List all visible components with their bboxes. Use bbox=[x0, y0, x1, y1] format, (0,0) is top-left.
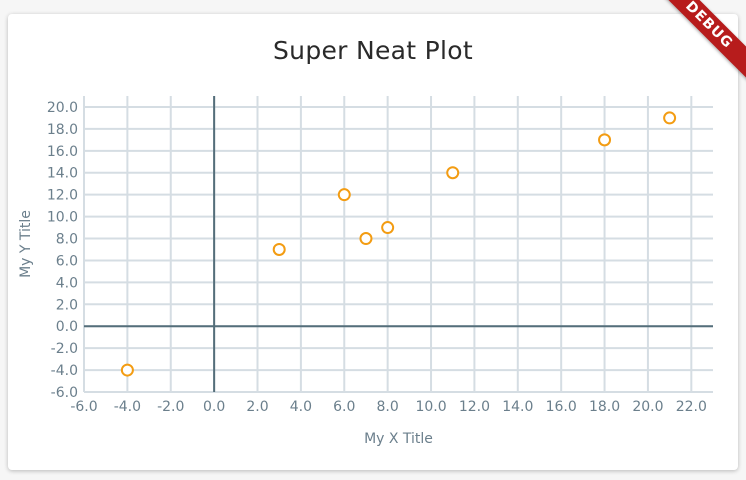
y-tick-label: -4.0 bbox=[51, 363, 78, 379]
x-tick-label: 6.0 bbox=[333, 399, 355, 415]
scatter-plot: -6.0 -4.0 -2.0 0.0 2.0 4.0 6.0 8.0 10.0 12.0 14.0 1… bbox=[18, 96, 713, 447]
y-tick-label: 0.0 bbox=[56, 319, 78, 335]
data-point bbox=[663, 111, 677, 125]
x-tick-label: 4.0 bbox=[290, 399, 312, 415]
chart-title: Super Neat Plot bbox=[273, 36, 473, 65]
data-point bbox=[381, 221, 395, 235]
x-tick-label: 20.0 bbox=[632, 399, 663, 415]
y-tick-label: 20.0 bbox=[47, 100, 78, 116]
x-tick-label: 8.0 bbox=[377, 399, 399, 415]
x-tick-label: -2.0 bbox=[157, 399, 184, 415]
x-tick-label: 12.0 bbox=[459, 399, 490, 415]
chart-card: Super Neat Plot -6.0 -4.0 -2.0 0.0 2.0 4.0 6.0… bbox=[8, 14, 738, 470]
y-tick-label: 12.0 bbox=[47, 188, 78, 204]
y-tick-label: 4.0 bbox=[56, 275, 78, 291]
x-tick-label: 14.0 bbox=[502, 399, 533, 415]
y-tick-label: 18.0 bbox=[47, 122, 78, 138]
y-axis-title: My Y Title bbox=[18, 210, 34, 278]
x-tick-label: 0.0 bbox=[203, 399, 225, 415]
data-point bbox=[120, 363, 134, 377]
data-point bbox=[446, 166, 460, 180]
y-tick-label: 10.0 bbox=[47, 210, 78, 226]
x-tick-label: -4.0 bbox=[114, 399, 141, 415]
data-point bbox=[272, 242, 286, 256]
data-point bbox=[337, 188, 351, 202]
y-tick-label: 16.0 bbox=[47, 144, 78, 160]
data-point bbox=[598, 133, 612, 147]
y-tick-label: 8.0 bbox=[56, 232, 78, 248]
y-tick-label: 2.0 bbox=[56, 297, 78, 313]
y-tick-label: 6.0 bbox=[56, 253, 78, 269]
x-tick-label: 16.0 bbox=[546, 399, 577, 415]
y-tick-label: 14.0 bbox=[47, 166, 78, 182]
x-tick-label: 22.0 bbox=[676, 399, 707, 415]
x-tick-label: 18.0 bbox=[589, 399, 620, 415]
x-axis-title: My X Title bbox=[364, 431, 433, 447]
data-point bbox=[359, 232, 373, 246]
x-tick-label: -6.0 bbox=[70, 399, 97, 415]
y-tick-label: -6.0 bbox=[51, 385, 78, 401]
x-tick-label: 10.0 bbox=[415, 399, 446, 415]
x-tick-label: 2.0 bbox=[246, 399, 268, 415]
y-tick-label: -2.0 bbox=[51, 341, 78, 357]
